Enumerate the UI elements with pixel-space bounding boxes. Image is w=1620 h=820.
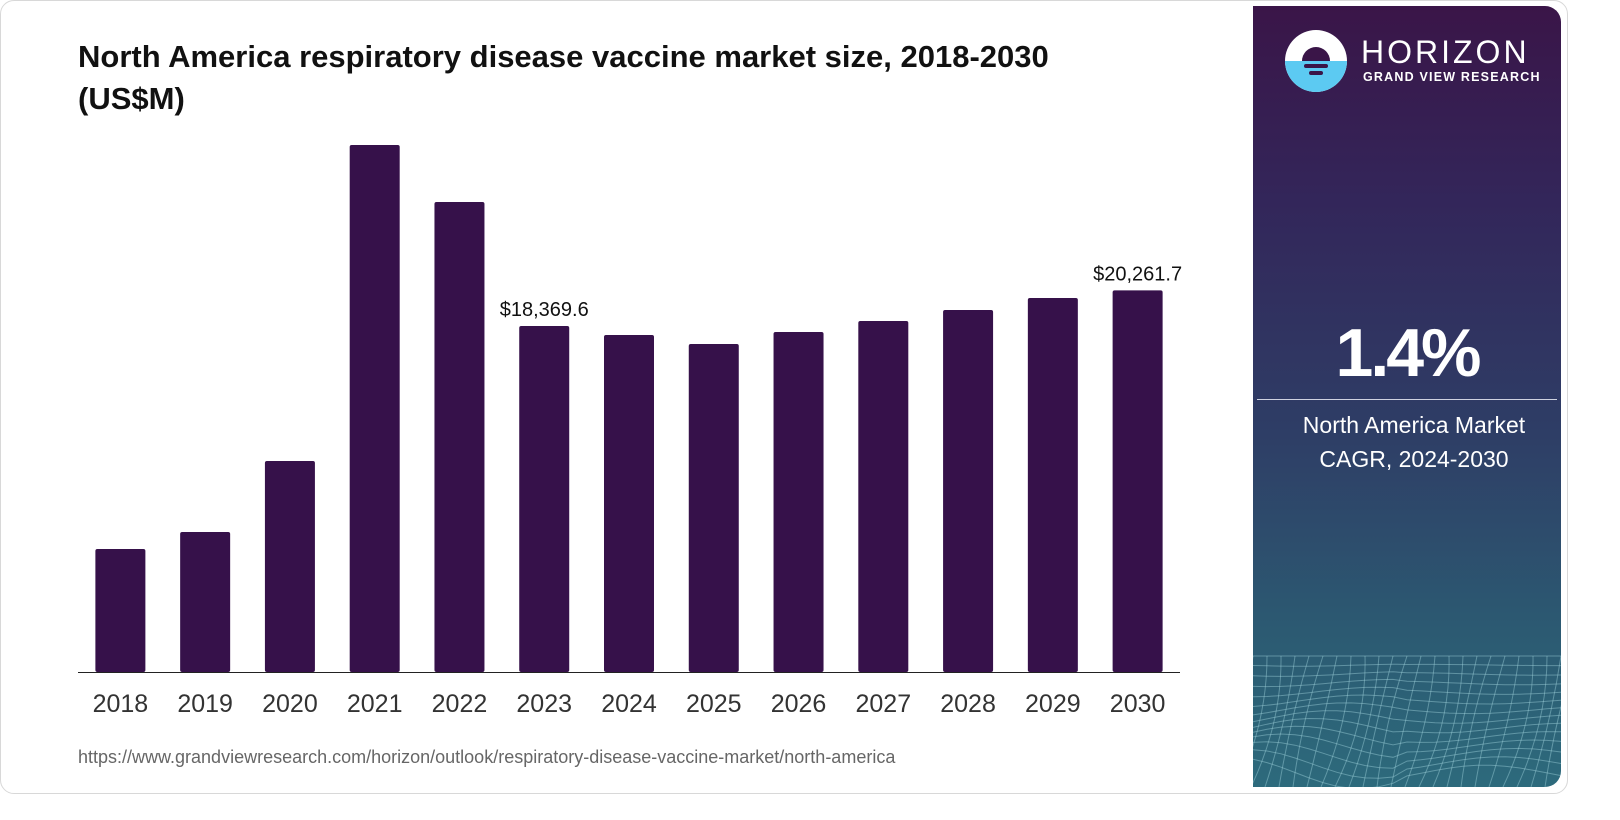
brand-subtitle: GRAND VIEW RESEARCH bbox=[1363, 70, 1541, 84]
cagr-label-line1: North America Market bbox=[1302, 412, 1526, 438]
x-tick-label-2029: 2029 bbox=[1025, 690, 1081, 718]
x-tick-label-2030: 2030 bbox=[1110, 690, 1166, 718]
bar-2021 bbox=[349, 145, 400, 673]
cagr-label: North America Market CAGR, 2024-2030 bbox=[1253, 408, 1561, 476]
x-tick-label-2026: 2026 bbox=[771, 690, 827, 718]
bar-2020 bbox=[264, 461, 315, 672]
x-tick-label-2019: 2019 bbox=[177, 690, 233, 718]
x-tick-label-2021: 2021 bbox=[347, 690, 403, 718]
cagr-value: 1.4% bbox=[1335, 315, 1482, 391]
bar-2024 bbox=[604, 334, 654, 672]
bar-2027 bbox=[858, 321, 909, 672]
bar-2018 bbox=[95, 549, 146, 672]
brand-name: HORIZON bbox=[1361, 34, 1530, 70]
x-tick-label-2018: 2018 bbox=[93, 690, 149, 718]
bar-2023 bbox=[519, 326, 570, 672]
chart-title: North America respiratory disease vaccin… bbox=[78, 39, 1049, 116]
bar-2025 bbox=[688, 343, 739, 672]
cagr-label-line2: CAGR, 2024-2030 bbox=[1319, 446, 1509, 472]
x-tick-label-2022: 2022 bbox=[432, 690, 488, 718]
x-tick-label-2020: 2020 bbox=[262, 690, 318, 718]
source-url[interactable]: https://www.grandviewresearch.com/horizo… bbox=[78, 747, 896, 767]
bar-2026 bbox=[773, 332, 824, 672]
x-tick-label-2027: 2027 bbox=[855, 690, 911, 718]
bar-2028 bbox=[943, 310, 994, 672]
wave-mesh-decoration bbox=[1253, 655, 1561, 787]
bar-2019 bbox=[180, 531, 231, 672]
x-tick-label-2028: 2028 bbox=[940, 690, 996, 718]
horizon-sun-logo-icon bbox=[1285, 30, 1347, 92]
data-label-2030: $20,261.7 bbox=[1093, 263, 1182, 285]
data-label-2023: $18,369.6 bbox=[500, 299, 589, 321]
bar-2030 bbox=[1112, 290, 1163, 672]
summary-panel: HORIZON GRAND VIEW RESEARCH 1.4% North A… bbox=[1253, 6, 1561, 787]
bar-chart: 2018 2019 2020 2021 2022 2023 2024 2025 2026 2027… bbox=[78, 145, 1182, 718]
x-tick-label-2025: 2025 bbox=[686, 690, 742, 718]
bar-2029 bbox=[1027, 298, 1078, 672]
x-tick-label-2023: 2023 bbox=[516, 690, 572, 718]
divider bbox=[1257, 399, 1557, 400]
bar-2022 bbox=[434, 201, 485, 672]
x-tick-label-2024: 2024 bbox=[601, 690, 657, 718]
